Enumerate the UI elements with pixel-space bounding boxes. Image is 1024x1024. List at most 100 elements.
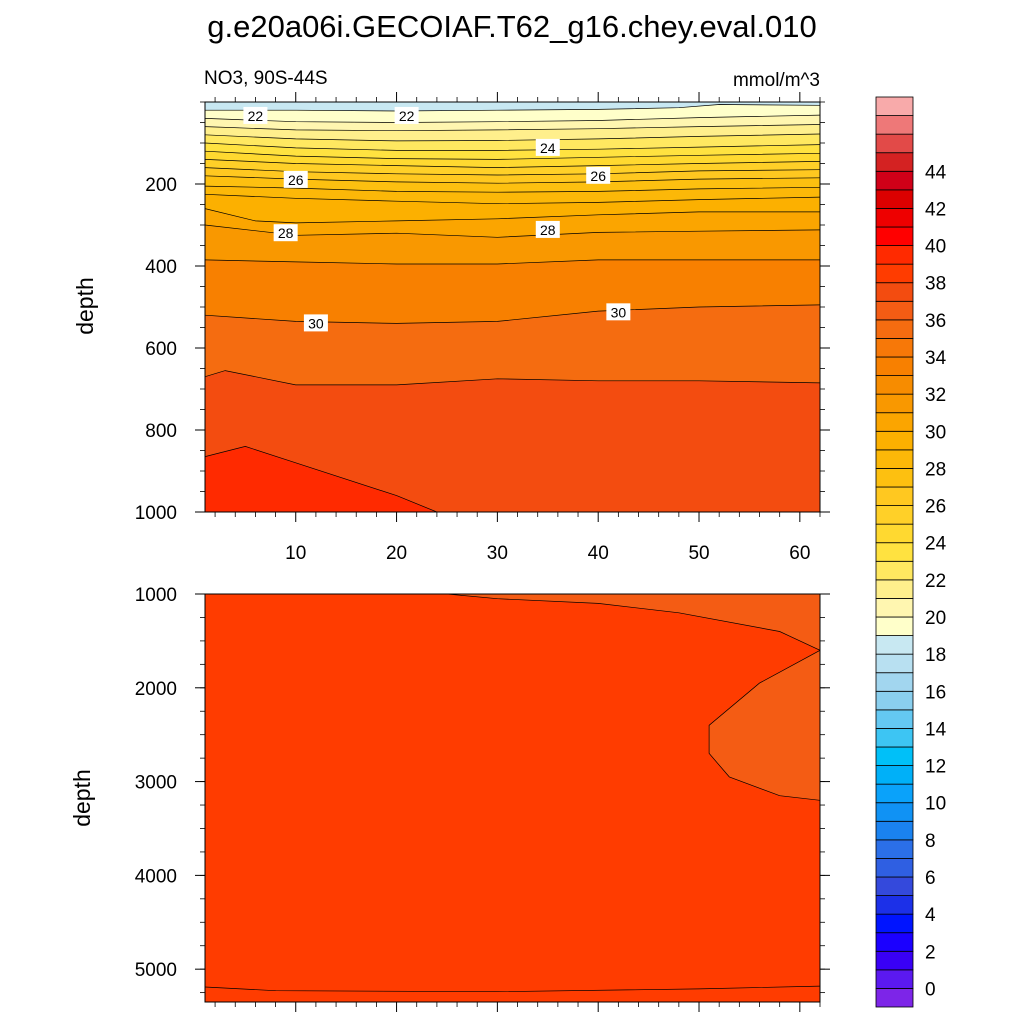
colorbar-label: 38 xyxy=(925,274,946,295)
colorbar-swatch xyxy=(875,709,914,729)
colorbar-label: 42 xyxy=(925,199,946,220)
colorbar-swatch xyxy=(875,876,914,896)
colorbar-label: 16 xyxy=(925,682,946,703)
colorbar-swatch xyxy=(875,802,914,822)
colorbar-label: 10 xyxy=(925,794,946,815)
colorbar-swatch xyxy=(875,282,914,302)
contour-line xyxy=(205,304,820,324)
colorbar-swatch xyxy=(875,969,914,989)
colorbar-swatch xyxy=(875,486,914,506)
contour-line xyxy=(205,193,820,205)
colorbar-swatch xyxy=(875,226,914,246)
colorbar-swatch xyxy=(875,950,914,971)
y-tick-label: 400 xyxy=(145,257,177,278)
contour-label: 28 xyxy=(273,224,298,242)
figure-title: g.e20a06i.GECOIAF.T62_g16.chey.eval.010 xyxy=(207,9,816,44)
colorbar-swatch xyxy=(875,653,914,674)
contour-lines xyxy=(205,594,820,993)
contour-line xyxy=(205,208,820,224)
upper-panel: 22 22 24 26 26 28 28 30 30 200 400 600 800 1000 10 20 30… xyxy=(72,92,830,564)
svg-text:28: 28 xyxy=(278,225,294,241)
contour-label: 30 xyxy=(303,314,328,332)
svg-text:22: 22 xyxy=(248,108,264,124)
contour-label: 22 xyxy=(243,106,268,124)
colorbar-label: 6 xyxy=(925,868,936,889)
colorbar-swatch xyxy=(875,839,914,859)
colorbar-label: 2 xyxy=(925,942,936,963)
colorbar-swatch xyxy=(875,319,914,339)
svg-text:30: 30 xyxy=(308,315,324,331)
contour-line xyxy=(205,133,820,142)
colorbar-swatch xyxy=(875,690,914,711)
colorbar-label: 24 xyxy=(925,534,947,555)
colorbar-label: 30 xyxy=(925,422,946,443)
lower-panel: 1000 2000 3000 4000 5000 depth xyxy=(69,585,830,1012)
colorbar-swatch xyxy=(875,393,914,414)
y-tick-label: 3000 xyxy=(135,773,177,794)
colorbar-swatch xyxy=(875,728,914,748)
contour-band xyxy=(205,446,437,512)
contour-line xyxy=(205,259,820,265)
contour-line xyxy=(446,594,820,651)
colorbar-swatch xyxy=(875,672,914,692)
y-tick-label: 200 xyxy=(145,175,177,196)
colorbar-label: 26 xyxy=(925,497,946,518)
y-tick-label: 4000 xyxy=(135,866,177,887)
x-tick-label: 40 xyxy=(588,543,609,564)
colorbar-swatch xyxy=(875,449,914,469)
colorbar-label: 28 xyxy=(925,459,946,480)
colorbar: 0246810121416182022242628303234363840424… xyxy=(875,96,947,1008)
colorbar-swatch xyxy=(875,300,914,321)
contour-label: 30 xyxy=(606,303,631,321)
colorbar-swatch xyxy=(875,468,914,488)
x-tick-label: 50 xyxy=(688,543,709,564)
colorbar-swatch xyxy=(875,765,914,785)
colorbar-swatch xyxy=(875,170,914,191)
colorbar-swatch xyxy=(875,913,914,934)
colorbar-swatch xyxy=(875,598,914,618)
colorbar-swatch xyxy=(875,115,914,135)
colorbar-swatch xyxy=(875,505,914,525)
contour-line xyxy=(205,985,820,993)
colorbar-swatch xyxy=(875,245,914,265)
contour-lines xyxy=(205,104,820,512)
svg-text:30: 30 xyxy=(611,304,627,320)
contour-label: 28 xyxy=(535,220,560,238)
colorbar-swatch xyxy=(875,746,914,766)
colorbar-swatch xyxy=(875,133,914,154)
colorbar-swatch xyxy=(875,523,914,544)
contour-line xyxy=(205,150,820,160)
y-tick-label: 600 xyxy=(145,339,177,360)
contour-line xyxy=(205,124,820,132)
colorbar-label: 4 xyxy=(925,905,936,926)
colorbar-swatch xyxy=(875,635,914,655)
contour-label: 22 xyxy=(394,106,419,124)
contour-fills xyxy=(205,102,820,512)
y-tick-label: 5000 xyxy=(135,960,177,981)
contour-band xyxy=(709,650,820,801)
contour-line xyxy=(205,185,820,193)
left-string: NO3, 90S-44S xyxy=(204,68,328,89)
colorbar-swatch xyxy=(875,820,914,841)
contour-fills xyxy=(205,594,820,1002)
colorbar-swatch xyxy=(875,208,914,228)
contour-line xyxy=(205,114,820,123)
contour-label: 24 xyxy=(535,138,560,156)
svg-text:28: 28 xyxy=(540,222,556,238)
x-tick-label: 30 xyxy=(487,543,508,564)
contour-line xyxy=(205,446,438,512)
colorbar-label: 14 xyxy=(925,719,947,740)
x-tick-label: 60 xyxy=(789,543,810,564)
contour-line xyxy=(205,142,820,151)
colorbar-label: 34 xyxy=(925,348,947,369)
colorbar-label: 44 xyxy=(925,162,947,183)
colorbar-swatch xyxy=(875,988,914,1008)
y-axis-label: depth xyxy=(69,769,95,827)
colorbar-label: 18 xyxy=(925,645,946,666)
y-tick-label: 1000 xyxy=(135,585,177,606)
colorbar-label: 0 xyxy=(925,979,936,1000)
contour-line xyxy=(205,104,820,112)
colorbar-swatch xyxy=(875,783,914,804)
contour-band xyxy=(446,594,820,651)
y-tick-label: 800 xyxy=(145,421,177,442)
